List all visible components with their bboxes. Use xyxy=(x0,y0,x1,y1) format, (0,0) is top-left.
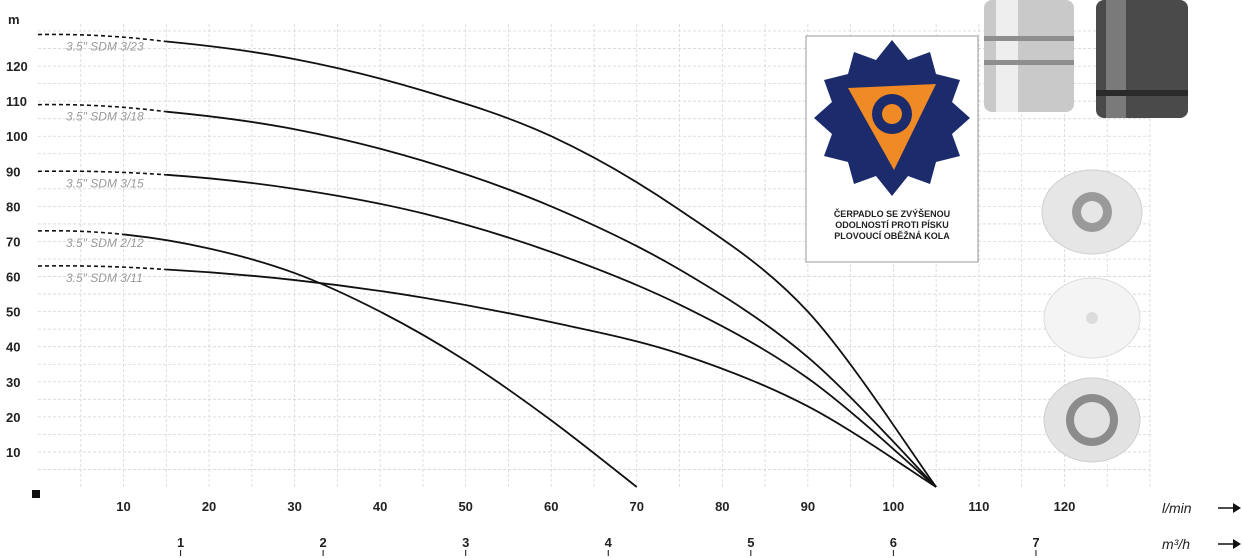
badge-line-2: ODOLNOSTÍ PROTI PÍSKU xyxy=(835,220,949,230)
y-tick-label: 40 xyxy=(6,340,20,355)
pump-body-photo-dark xyxy=(1096,0,1188,118)
y-tick-label: 70 xyxy=(6,234,20,249)
origin-marker xyxy=(32,490,40,498)
x-tick-label: 60 xyxy=(544,499,558,514)
x-tick-label: 100 xyxy=(883,499,905,514)
x2-tick-label: 2 xyxy=(320,535,327,550)
x-tick-label: 110 xyxy=(968,499,989,514)
x2-axis-ticks: 1 2 3 4 5 6 7 xyxy=(177,535,1040,556)
x-tick-label: 50 xyxy=(458,499,472,514)
x-tick-label: 90 xyxy=(801,499,815,514)
series-labels: 3.5" SDM 3/23 3.5" SDM 3/18 3.5" SDM 3/15 3… xyxy=(66,40,144,286)
x2-tick-label: 6 xyxy=(890,535,897,550)
y-tick-label: 100 xyxy=(6,129,28,144)
x-tick-label: 70 xyxy=(630,499,644,514)
impeller-disc-photo-3 xyxy=(1043,377,1141,463)
y-tick-label: 120 xyxy=(6,59,28,74)
pump-curve xyxy=(123,233,638,488)
sand-resistance-badge: ČERPADLO SE ZVÝŠENOU ODOLNOSTÍ PROTI PÍS… xyxy=(805,35,979,263)
y-tick-label: 90 xyxy=(6,164,20,179)
x-tick-label: 120 xyxy=(1054,499,1076,514)
pump-curve-dashed-head xyxy=(37,229,124,236)
pump-curve-dashed-head xyxy=(37,103,167,113)
y-tick-label: 80 xyxy=(6,199,20,214)
pump-curve-dashed-head xyxy=(37,33,167,43)
pump-curve xyxy=(166,268,937,488)
x2-tick-label: 3 xyxy=(462,535,469,550)
x-tick-label: 20 xyxy=(202,499,216,514)
x2-axis-arrow xyxy=(1218,539,1241,549)
y-tick-label: 50 xyxy=(6,305,20,320)
pump-curve xyxy=(166,40,937,488)
pump-curve xyxy=(166,110,937,488)
badge-line-3: PLOVOUCÍ OBĚŽNÁ KOLA xyxy=(834,230,950,241)
series-label: 3.5" SDM 2/12 xyxy=(66,236,144,250)
impeller-disc-photo-1 xyxy=(1041,169,1143,255)
series-label: 3.5" SDM 3/15 xyxy=(66,176,144,190)
impeller-disc-photo-2 xyxy=(1043,277,1141,359)
y-axis-ticks: 10 20 30 40 50 60 70 80 90 100 110 120 xyxy=(6,59,28,460)
pump-curve-dashed-head xyxy=(37,265,167,271)
x-tick-label: 30 xyxy=(287,499,301,514)
y-tick-label: 110 xyxy=(6,94,27,109)
x-axis-ticks: 10 20 30 40 50 60 70 80 90 100 110 120 xyxy=(116,499,1075,514)
impeller-icon xyxy=(814,40,970,196)
pump-curve-dashed-head xyxy=(37,170,167,176)
badge-line-1: ČERPADLO SE ZVÝŠENOU xyxy=(834,208,950,219)
x2-tick-label: 1 xyxy=(177,535,184,550)
x-tick-label: 10 xyxy=(116,499,130,514)
x-tick-label: 40 xyxy=(373,499,387,514)
pump-curves xyxy=(37,33,937,488)
x-axis-arrow xyxy=(1218,503,1241,513)
series-label: 3.5" SDM 3/18 xyxy=(66,110,144,124)
x2-tick-label: 5 xyxy=(747,535,754,550)
series-label: 3.5" SDM 3/11 xyxy=(66,271,143,285)
y-tick-label: 10 xyxy=(6,445,20,460)
x2-tick-label: 4 xyxy=(605,535,613,550)
chart-grid xyxy=(38,24,1151,487)
y-tick-label: 60 xyxy=(6,270,20,285)
y-tick-label: 20 xyxy=(6,410,20,425)
x2-tick-label: 7 xyxy=(1032,535,1039,550)
x-tick-label: 80 xyxy=(715,499,729,514)
y-tick-label: 30 xyxy=(6,375,20,390)
pump-body-photo-steel xyxy=(984,0,1074,112)
pump-curve xyxy=(166,173,937,488)
y-axis-unit: m xyxy=(8,12,20,27)
series-label: 3.5" SDM 3/23 xyxy=(66,40,144,54)
x-axis-unit: l/min xyxy=(1162,500,1192,516)
x2-axis-unit: m³/h xyxy=(1162,536,1190,552)
